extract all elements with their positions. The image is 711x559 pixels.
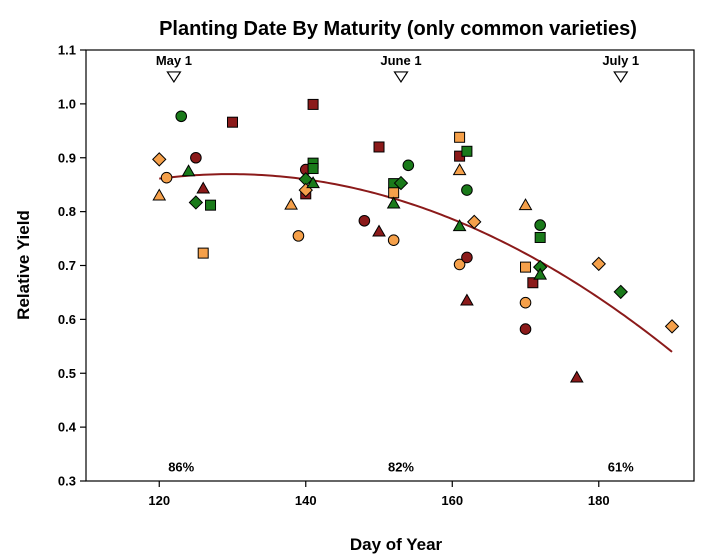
yield-percent-annotation: 82%: [388, 460, 414, 475]
x-axis-title: Day of Year: [350, 535, 443, 554]
data-point-triangle: [452, 219, 467, 232]
data-point-diamond: [152, 152, 167, 167]
date-marker-label: May 1: [156, 53, 192, 68]
data-point-diamond: [664, 319, 680, 334]
date-markers: May 1 June 1 July 1: [156, 53, 639, 84]
bottom-annotations: 86% 82% 61%: [168, 460, 634, 475]
data-point-circle: [453, 258, 466, 271]
data-point-diamond: [188, 195, 204, 210]
data-point-circle: [519, 323, 532, 335]
x-tick-label: 120: [148, 493, 170, 508]
data-point-circle: [534, 219, 546, 231]
data-point-triangle: [284, 197, 298, 210]
y-tick-label: 0.6: [58, 312, 76, 327]
yield-percent-annotation: 61%: [608, 460, 634, 475]
data-point-circle: [175, 110, 188, 123]
data-point-square: [388, 187, 400, 199]
data-point-square: [373, 141, 385, 153]
trend-layer: [159, 173, 673, 353]
data-point-square: [227, 116, 239, 128]
data-point-square: [307, 98, 319, 110]
x-axis: 120 140 160 180: [148, 481, 610, 508]
data-point-triangle: [196, 181, 211, 194]
date-marker-label: June 1: [380, 53, 421, 68]
y-tick-label: 0.7: [58, 258, 76, 273]
data-point-triangle: [460, 293, 474, 306]
data-point-circle: [461, 251, 473, 264]
data-point-triangle: [569, 370, 584, 383]
trend-line: [159, 173, 673, 353]
data-point-triangle: [452, 163, 467, 176]
data-point-diamond: [393, 175, 409, 191]
data-point-square: [197, 247, 209, 259]
y-axis-title: Relative Yield: [14, 210, 33, 320]
data-point-square: [520, 261, 532, 273]
data-point-diamond: [591, 256, 606, 272]
data-point-square: [454, 131, 466, 143]
data-point-circle: [461, 184, 473, 196]
yield-percent-annotation: 86%: [168, 460, 194, 475]
data-point-square: [205, 199, 217, 211]
data-point-triangle: [306, 176, 320, 189]
date-marker-triangle: [613, 71, 629, 84]
data-point-circle: [519, 296, 532, 309]
data-point-triangle: [533, 267, 548, 280]
y-tick-label: 1.0: [58, 96, 76, 111]
data-point-circle: [292, 230, 305, 242]
data-point-circle: [358, 214, 371, 227]
y-tick-label: 0.9: [58, 150, 76, 165]
y-axis: 0.3 0.4 0.5 0.6 0.7 0.8 0.9 1.0 1.1: [58, 43, 86, 489]
chart-title: Planting Date By Maturity (only common v…: [159, 18, 637, 40]
data-point-circle: [160, 171, 173, 184]
x-tick-label: 180: [588, 493, 610, 508]
date-marker-triangle: [166, 71, 182, 84]
data-point-triangle: [372, 224, 386, 237]
data-point-triangle: [386, 196, 401, 209]
y-tick-label: 1.1: [58, 43, 76, 58]
data-point-square: [527, 277, 539, 289]
data-point-diamond: [613, 284, 628, 300]
data-point-triangle: [181, 164, 196, 177]
data-points: [152, 98, 680, 383]
x-tick-label: 140: [295, 493, 317, 508]
date-marker-label: July 1: [602, 53, 639, 68]
data-point-square: [534, 231, 546, 243]
x-tick-label: 160: [441, 493, 463, 508]
data-point-circle: [190, 151, 202, 164]
data-point-circle: [387, 234, 400, 246]
data-point-square: [461, 145, 473, 157]
y-tick-label: 0.5: [58, 366, 76, 381]
date-marker-triangle: [393, 71, 409, 84]
data-point-square: [307, 163, 319, 175]
y-tick-label: 0.3: [58, 474, 76, 489]
data-point-circle: [402, 159, 415, 172]
y-tick-label: 0.8: [58, 204, 76, 219]
data-point-triangle: [152, 188, 167, 201]
data-point-diamond: [467, 214, 482, 230]
data-point-triangle: [518, 198, 533, 211]
y-tick-label: 0.4: [58, 420, 77, 435]
